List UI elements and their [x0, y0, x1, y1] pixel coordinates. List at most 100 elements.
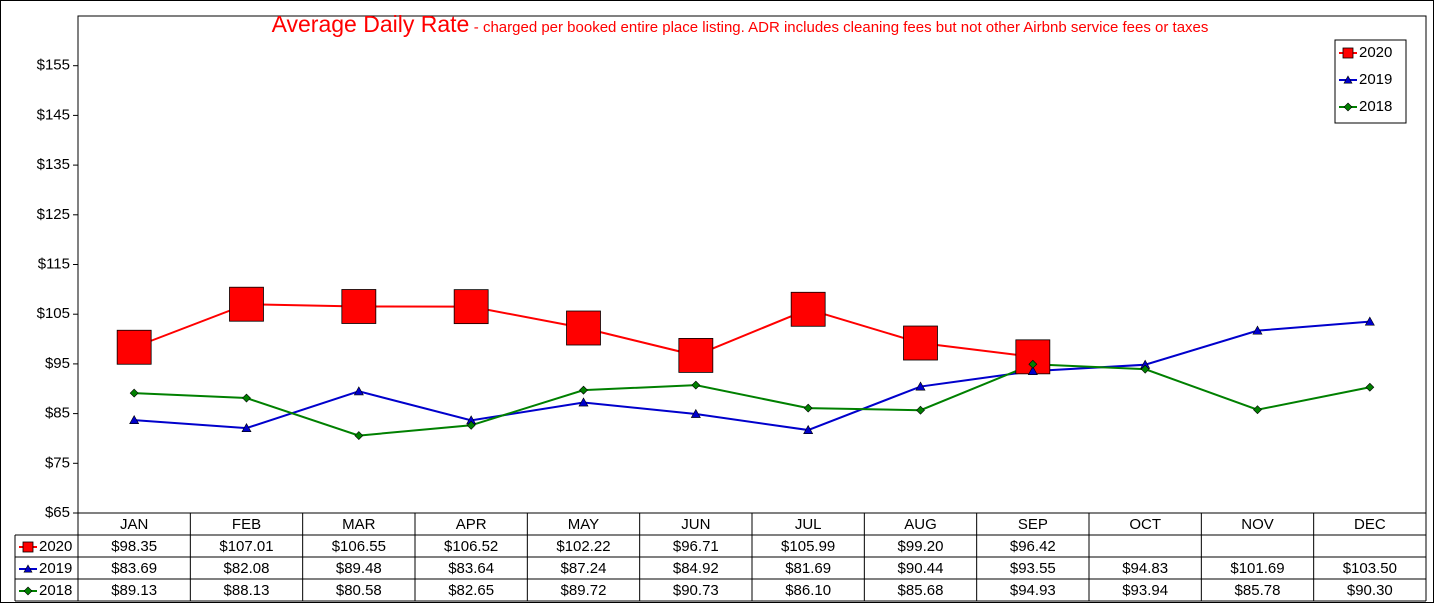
- marker: [466, 420, 476, 430]
- table-cell: $98.35: [111, 538, 157, 555]
- legend-label: 2018: [1359, 98, 1392, 115]
- marker: [903, 325, 938, 361]
- table-cell: $101.69: [1230, 560, 1284, 577]
- table-cell: $106.55: [332, 538, 386, 555]
- table-cell: $103.50: [1343, 560, 1397, 577]
- marker: [790, 291, 826, 327]
- table-cell: $94.93: [1010, 582, 1056, 599]
- x-tick-label: NOV: [1241, 516, 1274, 533]
- marker: [579, 385, 588, 395]
- marker: [116, 329, 152, 365]
- table-cell: $90.73: [673, 582, 719, 599]
- marker: [690, 408, 701, 418]
- chart-title: Average Daily Rate: [271, 11, 470, 37]
- marker: [1140, 364, 1150, 374]
- y-tick-label: $145: [37, 106, 70, 123]
- x-tick-label: APR: [456, 516, 487, 533]
- marker: [1027, 365, 1038, 376]
- table-cell: $83.64: [448, 560, 494, 577]
- marker: [1342, 47, 1354, 59]
- table-cell: $82.65: [448, 582, 494, 599]
- table-row-label: 2020: [39, 538, 72, 555]
- table-cell: $84.92: [673, 560, 719, 577]
- marker: [1364, 316, 1375, 326]
- marker: [1343, 75, 1353, 84]
- table-cell: $87.24: [561, 560, 607, 577]
- marker: [129, 388, 139, 398]
- table-cell: $102.22: [556, 538, 610, 555]
- table-cell: $82.08: [224, 560, 270, 577]
- x-tick-label: SEP: [1018, 516, 1048, 533]
- x-tick-label: AUG: [904, 516, 937, 533]
- table-cell: $105.99: [781, 538, 835, 555]
- marker: [566, 310, 601, 346]
- marker: [1252, 325, 1263, 335]
- marker: [1343, 102, 1353, 112]
- y-tick-label: $135: [37, 156, 70, 173]
- marker: [241, 422, 252, 433]
- series-line: [134, 363, 1371, 437]
- marker: [353, 386, 364, 396]
- marker: [453, 289, 489, 325]
- marker: [578, 397, 589, 407]
- table-cell: $85.68: [898, 582, 944, 599]
- table-cell: $94.83: [1122, 560, 1168, 577]
- marker: [915, 381, 926, 391]
- table-cell: $81.69: [785, 560, 831, 577]
- marker: [354, 431, 364, 440]
- marker: [1028, 359, 1038, 369]
- table-cell: $88.13: [224, 582, 270, 599]
- legend-label: 2020: [1359, 44, 1392, 61]
- chart-heading: Average Daily Rate - charged per booked …: [170, 11, 1310, 38]
- y-tick-label: $85: [45, 405, 70, 422]
- x-tick-label: JAN: [120, 516, 148, 533]
- y-tick-label: $95: [45, 355, 70, 372]
- marker: [691, 380, 701, 390]
- marker: [916, 405, 925, 415]
- table-cell: $86.10: [785, 582, 831, 599]
- y-tick-label: $105: [37, 305, 70, 322]
- x-tick-label: JUL: [795, 516, 822, 533]
- x-tick-label: FEB: [232, 516, 261, 533]
- x-tick-label: OCT: [1129, 516, 1161, 533]
- marker: [1365, 382, 1375, 392]
- table-cell: $107.01: [219, 538, 273, 555]
- marker: [22, 541, 34, 553]
- x-tick-label: DEC: [1354, 516, 1386, 533]
- marker: [242, 393, 251, 403]
- marker: [678, 338, 714, 373]
- table-cell: $96.42: [1010, 538, 1056, 555]
- table-cell: $96.71: [673, 538, 719, 555]
- table-row-label: 2018: [39, 582, 72, 599]
- marker: [23, 586, 33, 596]
- marker: [1253, 405, 1262, 415]
- y-tick-label: $115: [38, 255, 70, 272]
- table-cell: $93.55: [1010, 560, 1056, 577]
- table-cell: $89.13: [111, 582, 157, 599]
- table-cell: $99.20: [898, 538, 944, 555]
- y-tick-label: $155: [37, 57, 70, 74]
- marker: [229, 286, 264, 322]
- table-cell: $83.69: [111, 560, 157, 577]
- x-tick-label: MAY: [568, 516, 599, 533]
- x-tick-label: JUN: [681, 516, 710, 533]
- marker: [803, 403, 813, 413]
- y-tick-label: $65: [45, 504, 70, 521]
- table-cell: $80.58: [336, 582, 382, 599]
- marker: [129, 414, 140, 425]
- marker: [23, 564, 33, 573]
- table-cell: $90.44: [898, 560, 944, 577]
- series-line: [134, 320, 1370, 432]
- legend-label: 2019: [1359, 71, 1392, 88]
- chart-subtitle: - charged per booked entire place listin…: [473, 19, 1209, 36]
- x-tick-label: MAR: [342, 516, 376, 533]
- table-cell: $106.52: [444, 538, 498, 555]
- marker: [341, 289, 377, 324]
- table-cell: $85.78: [1235, 582, 1281, 599]
- table-cell: $93.94: [1122, 582, 1168, 599]
- y-tick-label: $125: [37, 206, 70, 223]
- plot-area: [77, 15, 1427, 514]
- table-cell: $90.30: [1347, 582, 1393, 599]
